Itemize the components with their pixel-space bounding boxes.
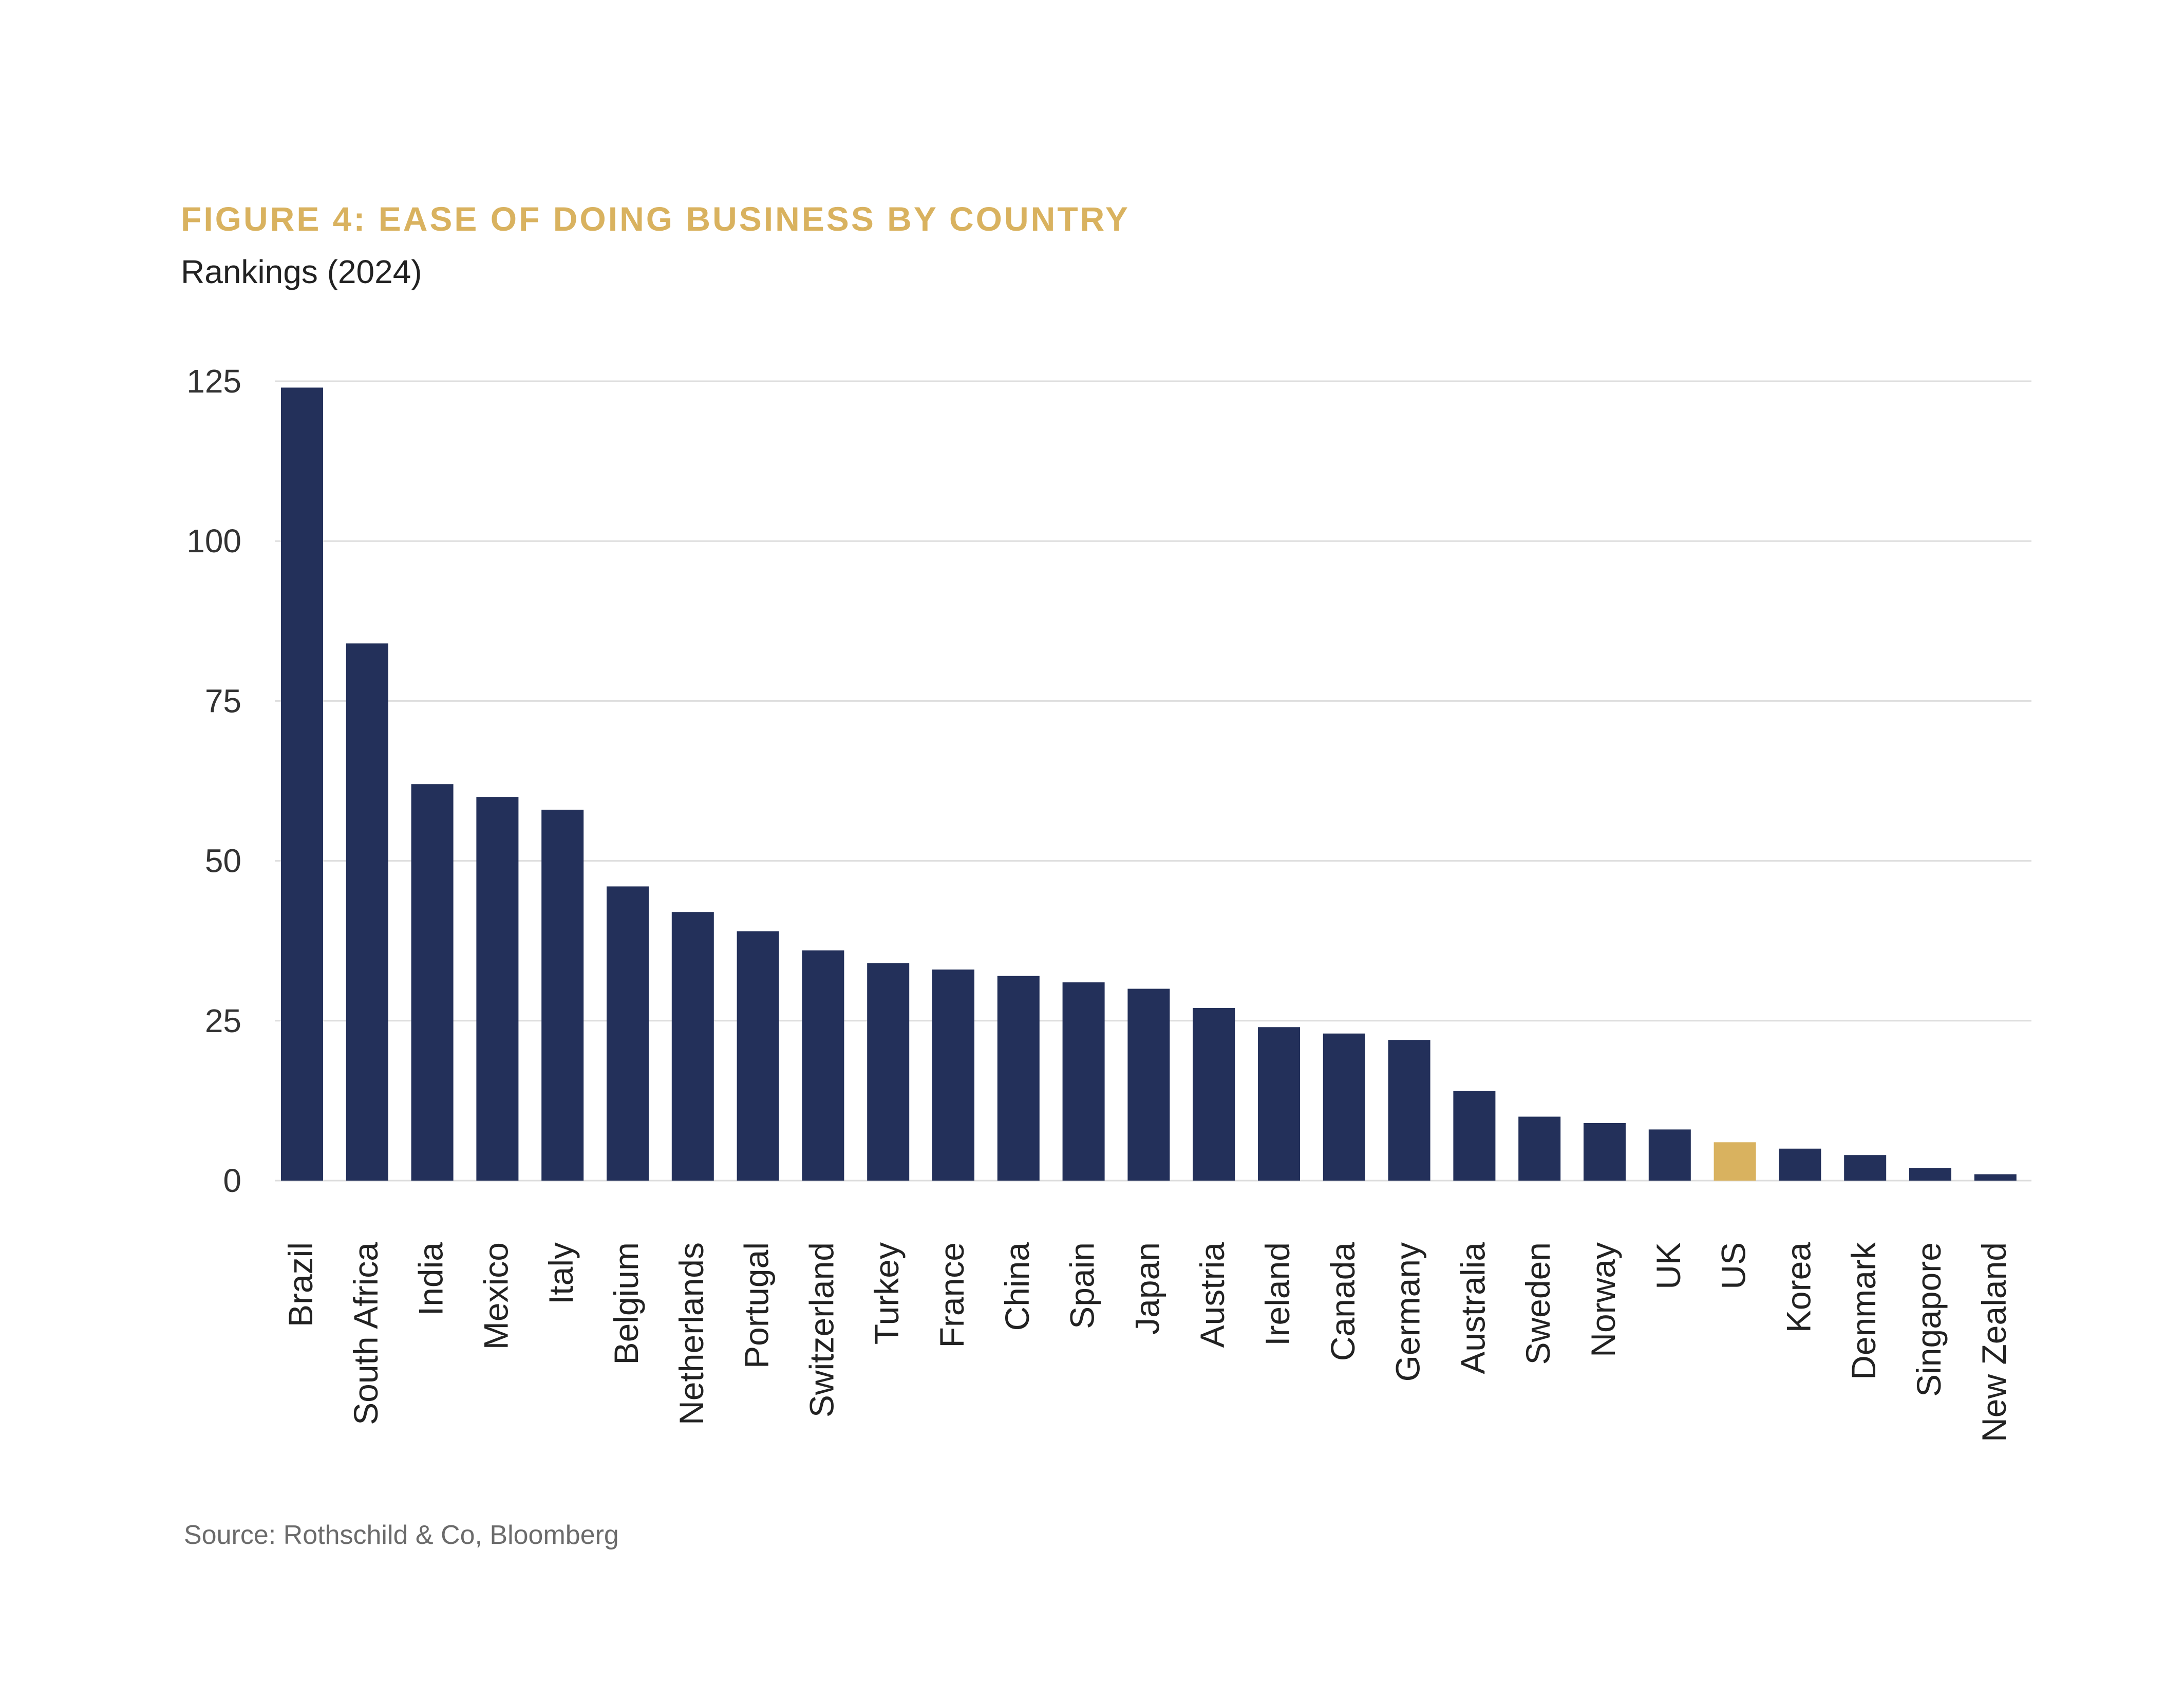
chart-title: FIGURE 4: EASE OF DOING BUSINESS BY COUN… bbox=[181, 200, 1130, 238]
y-tick-label: 25 bbox=[205, 1002, 241, 1039]
x-label-germany: Germany bbox=[1389, 1242, 1427, 1381]
x-label-belgium: Belgium bbox=[607, 1242, 645, 1365]
x-label-sweden: Sweden bbox=[1519, 1242, 1557, 1365]
x-label-australia: Australia bbox=[1454, 1242, 1492, 1374]
bar-south-africa bbox=[346, 643, 388, 1181]
bar-ireland bbox=[1258, 1027, 1300, 1181]
x-label-china: China bbox=[998, 1242, 1036, 1331]
x-label-uk: UK bbox=[1649, 1242, 1687, 1290]
x-label-mexico: Mexico bbox=[477, 1242, 515, 1350]
x-label-japan: Japan bbox=[1128, 1242, 1166, 1335]
y-tick-label: 0 bbox=[223, 1162, 241, 1199]
x-label-south-africa: South Africa bbox=[347, 1242, 385, 1425]
x-label-ireland: Ireland bbox=[1258, 1242, 1296, 1346]
bar-australia bbox=[1453, 1091, 1496, 1181]
bar-belgium bbox=[607, 886, 649, 1181]
source-note: Source: Rothschild & Co, Bloomberg bbox=[184, 1520, 619, 1550]
y-tick-label: 100 bbox=[186, 522, 241, 559]
x-label-turkey: Turkey bbox=[868, 1242, 906, 1345]
bar-portugal bbox=[737, 931, 779, 1181]
bar-new-zealand bbox=[1974, 1174, 2017, 1181]
x-label-norway: Norway bbox=[1584, 1242, 1622, 1357]
y-tick-label: 75 bbox=[205, 682, 241, 719]
x-label-brazil: Brazil bbox=[281, 1242, 319, 1327]
bar-mexico bbox=[476, 797, 519, 1181]
bar-netherlands bbox=[671, 912, 714, 1181]
bar-spain bbox=[1062, 982, 1105, 1181]
x-label-france: France bbox=[933, 1242, 971, 1348]
bar-denmark bbox=[1844, 1155, 1887, 1181]
y-tick-label: 125 bbox=[186, 363, 241, 400]
y-axis-ticks: 0 25 50 75 100 125 bbox=[186, 363, 241, 1199]
bar-norway bbox=[1584, 1123, 1626, 1181]
bar-italy bbox=[541, 810, 584, 1181]
x-label-denmark: Denmark bbox=[1844, 1242, 1882, 1380]
x-axis-labels: Brazil South Africa India Mexico Italy Belgiu… bbox=[281, 1242, 2013, 1442]
bar-france bbox=[932, 969, 974, 1181]
x-label-new-zealand: New Zealand bbox=[1975, 1242, 2013, 1442]
y-tick-label: 50 bbox=[205, 843, 241, 880]
bar-germany bbox=[1388, 1040, 1430, 1181]
x-label-us: US bbox=[1715, 1242, 1753, 1290]
x-label-korea: Korea bbox=[1779, 1242, 1817, 1333]
x-label-spain: Spain bbox=[1063, 1242, 1101, 1329]
bar-switzerland bbox=[802, 950, 844, 1181]
x-label-switzerland: Switzerland bbox=[802, 1242, 840, 1417]
bar-uk bbox=[1648, 1129, 1691, 1181]
bar-singapore bbox=[1909, 1168, 1951, 1181]
bar-canada bbox=[1323, 1033, 1365, 1181]
bar-us bbox=[1714, 1142, 1756, 1181]
x-label-austria: Austria bbox=[1193, 1242, 1231, 1348]
bar-china bbox=[997, 976, 1040, 1181]
x-label-netherlands: Netherlands bbox=[672, 1242, 710, 1425]
chart-subtitle: Rankings (2024) bbox=[181, 253, 422, 290]
bar-turkey bbox=[867, 963, 910, 1181]
bar-sweden bbox=[1518, 1116, 1561, 1181]
bar-japan bbox=[1127, 988, 1170, 1181]
bar-brazil bbox=[281, 387, 323, 1181]
x-label-canada: Canada bbox=[1324, 1242, 1362, 1361]
x-label-singapore: Singapore bbox=[1910, 1242, 1948, 1397]
x-label-india: India bbox=[412, 1242, 450, 1316]
bar-india bbox=[411, 784, 454, 1181]
bars bbox=[281, 387, 2017, 1181]
bar-korea bbox=[1779, 1148, 1821, 1181]
x-label-italy: Italy bbox=[542, 1242, 580, 1304]
bar-austria bbox=[1193, 1007, 1235, 1181]
x-label-portugal: Portugal bbox=[738, 1242, 776, 1369]
